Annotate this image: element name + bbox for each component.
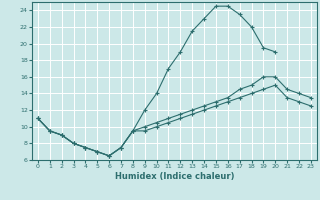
X-axis label: Humidex (Indice chaleur): Humidex (Indice chaleur): [115, 172, 234, 181]
